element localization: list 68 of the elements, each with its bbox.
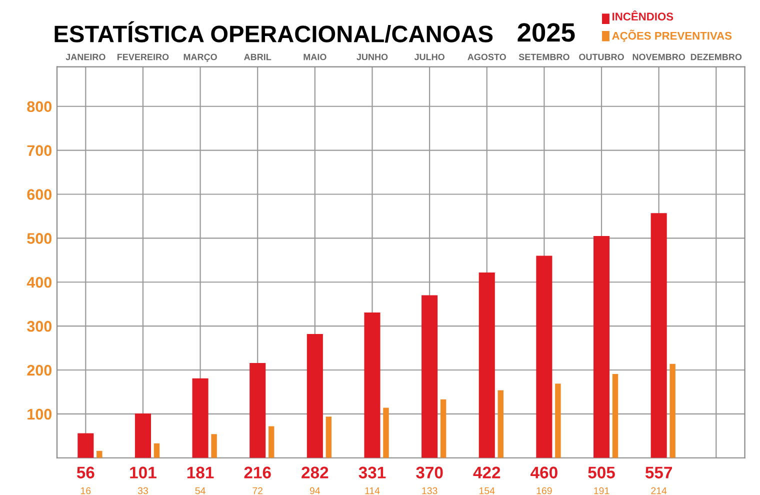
data-label: 101 xyxy=(130,466,156,478)
data-label: 370 xyxy=(416,466,443,478)
bar xyxy=(306,334,323,458)
chart-subtitle: 2025 xyxy=(518,23,575,42)
x-tick-label: DEZEMBRO xyxy=(690,54,742,60)
data-label: 422 xyxy=(473,466,500,478)
bar xyxy=(383,408,389,458)
data-label: 154 xyxy=(480,487,495,494)
bar xyxy=(555,384,561,458)
data-label: 72 xyxy=(252,487,263,494)
data-label: 216 xyxy=(244,466,271,478)
x-tick-label: MAIO xyxy=(304,54,326,60)
data-label: 16 xyxy=(80,487,91,494)
bar xyxy=(422,295,438,458)
y-tick-label: 700 xyxy=(27,145,52,156)
legend-label: INCÊNDIOS xyxy=(612,10,674,21)
x-tick-label: JULHO xyxy=(414,54,444,60)
data-label: 114 xyxy=(365,487,380,494)
x-tick-label: FEVEREIRO xyxy=(117,54,169,60)
bar xyxy=(593,236,610,458)
data-label: 94 xyxy=(310,487,320,494)
bar xyxy=(154,443,160,458)
bar xyxy=(96,450,102,458)
y-tick-label: 800 xyxy=(27,101,52,112)
data-label: 557 xyxy=(645,466,672,478)
data-label: 169 xyxy=(536,487,552,494)
bar xyxy=(612,374,618,458)
data-label: 191 xyxy=(594,487,610,494)
bar xyxy=(498,390,504,458)
data-label: 56 xyxy=(76,466,94,478)
x-tick-label: OUTUBRO xyxy=(579,54,624,60)
x-tick-label: JUNHO xyxy=(356,54,388,60)
x-tick-label: SETEMBRO xyxy=(518,54,570,60)
x-tick-label: MARÇO xyxy=(184,54,217,62)
data-label: 282 xyxy=(302,466,328,478)
y-tick-label: 300 xyxy=(27,320,52,332)
y-tick-label: 500 xyxy=(27,233,52,244)
y-tick-label: 200 xyxy=(27,364,52,376)
data-label: 505 xyxy=(588,466,615,478)
y-tick-label: 400 xyxy=(26,276,52,288)
data-label: 33 xyxy=(138,487,148,494)
data-label: 214 xyxy=(651,487,667,494)
legend-label: AÇÕES PREVENTIVAS xyxy=(612,30,732,42)
data-label: 54 xyxy=(195,487,206,494)
bar xyxy=(650,213,667,458)
y-tick-label: 100 xyxy=(28,408,52,420)
data-label: 460 xyxy=(530,466,558,478)
data-label: 133 xyxy=(422,487,438,494)
bar xyxy=(478,272,495,458)
bar xyxy=(134,413,151,458)
x-tick-label: JANEIRO xyxy=(66,54,106,60)
bar xyxy=(536,256,552,458)
bar xyxy=(192,378,208,458)
bar xyxy=(326,416,332,458)
bar xyxy=(364,312,380,458)
bar xyxy=(250,362,266,458)
data-label: 331 xyxy=(358,466,386,478)
bar xyxy=(440,399,446,458)
bar xyxy=(211,434,217,458)
x-tick-label: ABRIL xyxy=(244,54,272,60)
bar xyxy=(268,426,274,458)
data-label: 181 xyxy=(187,466,214,478)
x-tick-label: NOVEMBRO xyxy=(632,54,686,60)
y-tick-label: 600 xyxy=(27,189,52,200)
bar xyxy=(670,364,676,458)
chart-title: ESTATÍSTICA OPERACIONAL/CANOAS xyxy=(54,21,493,43)
x-tick-label: AGOSTO xyxy=(468,54,506,60)
bar xyxy=(78,433,94,458)
